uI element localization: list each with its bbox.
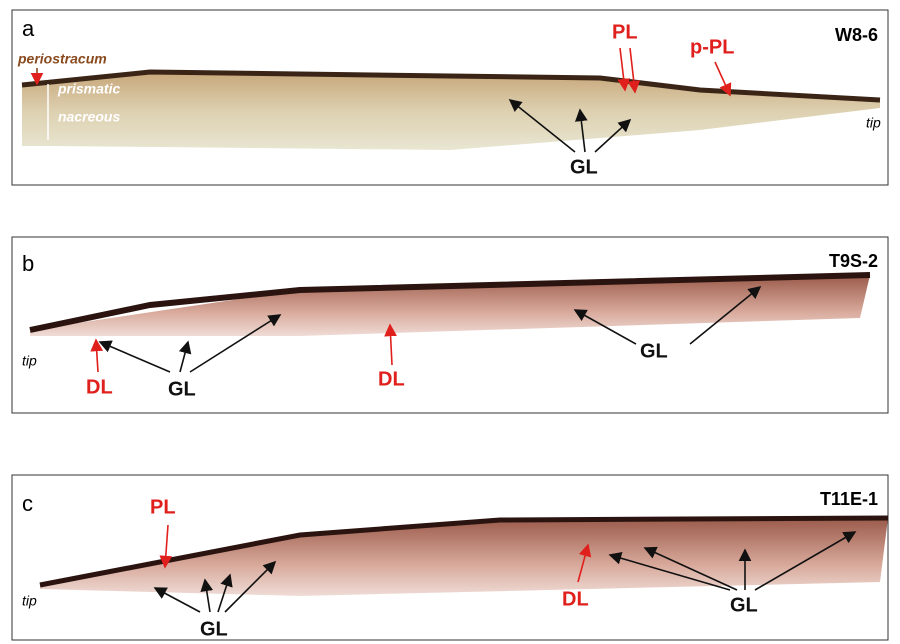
annotation: GL [168, 378, 196, 400]
annotation: GL [200, 618, 228, 640]
sample-id: W8-6 [835, 25, 878, 45]
sample-id: T11E-1 [820, 489, 878, 509]
annotation: nacreous [58, 109, 120, 125]
annotation: tip [866, 115, 881, 131]
annotation: DL [378, 368, 405, 390]
annotation: GL [640, 340, 668, 362]
panel-b: b T9S-2 tip DL GL DL GL [12, 237, 888, 413]
annotation: p-PL [690, 36, 734, 58]
annotation: PL [150, 496, 176, 518]
panel-label: c [22, 491, 33, 516]
panel-c: c T11E-1 PL tip GL DL GL [12, 475, 888, 640]
annotation: tip [22, 353, 37, 369]
annotation: DL [86, 376, 113, 398]
annotation: prismatic [57, 81, 120, 97]
annotation: GL [730, 594, 758, 616]
panel-label: b [22, 251, 34, 276]
annotation: DL [562, 588, 589, 610]
annotation: GL [570, 156, 598, 178]
annotation: periostracum [17, 51, 107, 67]
figure: a W8-6 periostracum prismatic nacreous P… [0, 0, 900, 644]
panel-a: a W8-6 periostracum prismatic nacreous P… [12, 10, 888, 185]
panel-label: a [22, 16, 35, 41]
annotation: PL [612, 21, 638, 43]
annotation: tip [22, 593, 37, 609]
sample-id: T9S-2 [829, 251, 878, 271]
